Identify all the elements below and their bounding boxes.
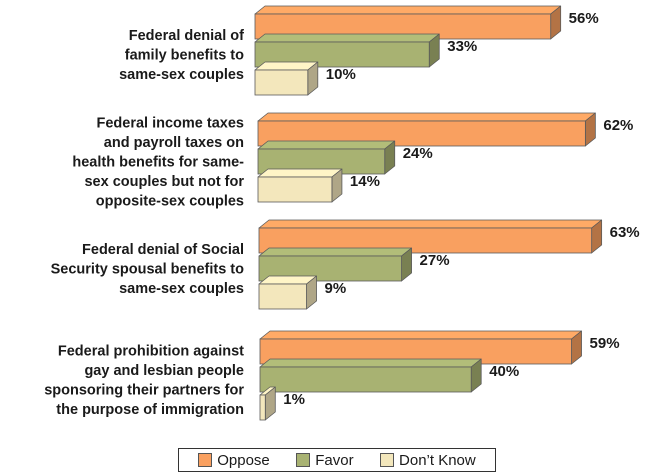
bar-top-favor-4 (259, 358, 482, 368)
value-label-dont-know-2: 14% (350, 173, 380, 190)
value-label-oppose-1: 56% (569, 10, 599, 27)
bar-top-favor-1 (254, 33, 440, 43)
bar-top-oppose-2 (257, 112, 596, 122)
legend-item-favor: Favor (296, 451, 354, 469)
category-label-2-line-4: sex couples but not for (84, 174, 244, 190)
bar-dont-know-1 (254, 69, 309, 96)
chart: Federal denial of family benefits to same-… (44, 5, 640, 421)
value-label-oppose-2: 62% (603, 117, 633, 134)
bar-top-favor-2 (257, 140, 396, 150)
bar-favor-4 (259, 366, 472, 393)
category-label-3-line-2: Security spousal benefits to (51, 262, 245, 278)
category-label-2-line-1: Federal income taxes (97, 116, 245, 132)
bar-top-oppose-3 (258, 219, 603, 229)
category-label-2-line-2: and payroll taxes on (104, 135, 244, 151)
legend-swatch-favor (296, 453, 311, 467)
bar-top-dont-know-1 (254, 61, 319, 71)
value-label-favor-2: 24% (403, 145, 433, 162)
legend: Oppose Favor Don’t Know (178, 448, 496, 472)
bar-dont-know-2 (257, 176, 333, 203)
legend-item-oppose: Oppose (198, 452, 270, 469)
bar-favor-1 (254, 41, 430, 68)
bar-top-favor-3 (258, 247, 412, 257)
value-label-oppose-3: 63% (610, 224, 640, 241)
category-label-3-line-3: same-sex couples (119, 281, 244, 297)
value-label-favor-3: 27% (420, 252, 450, 269)
category-label-1-line-2: family benefits to (125, 48, 244, 64)
category-label-4-line-3: sponsoring their partners for (44, 382, 244, 398)
value-label-dont-know-1: 10% (326, 66, 356, 83)
legend-label-favor: Favor (315, 451, 354, 469)
category-label-4-line-4: the purpose of immigration (56, 402, 244, 418)
category-label-1-line-3: same-sex couples (119, 67, 244, 83)
category-label-2-line-5: opposite-sex couples (96, 194, 244, 210)
category-label-4-line-1: Federal prohibition against (58, 343, 244, 359)
value-label-favor-1: 33% (447, 38, 477, 55)
bar-dont-know-4 (259, 394, 266, 421)
category-label-2-line-3: health benefits for same- (72, 155, 244, 171)
bar-dont-know-3 (258, 283, 307, 310)
legend-swatch-dont-know (380, 453, 395, 467)
bar-top-oppose-1 (254, 5, 562, 15)
category-label-3-line-1: Federal denial of Social (82, 242, 244, 258)
value-label-oppose-4: 59% (590, 335, 620, 352)
bar-top-dont-know-2 (257, 168, 343, 178)
legend-label-oppose: Oppose (217, 451, 270, 469)
legend-swatch-oppose (198, 453, 213, 467)
legend-label-dont-know: Don’t Know (399, 451, 476, 469)
legend-item-dont-know: Don’t Know (380, 452, 476, 469)
value-label-dont-know-4: 1% (283, 391, 305, 408)
category-label-4-line-2: gay and lesbian people (84, 363, 244, 379)
value-label-favor-4: 40% (489, 363, 519, 380)
value-label-dont-know-3: 9% (325, 280, 347, 297)
bar-top-oppose-4 (259, 330, 582, 340)
category-label-1-line-1: Federal denial of (129, 28, 244, 44)
